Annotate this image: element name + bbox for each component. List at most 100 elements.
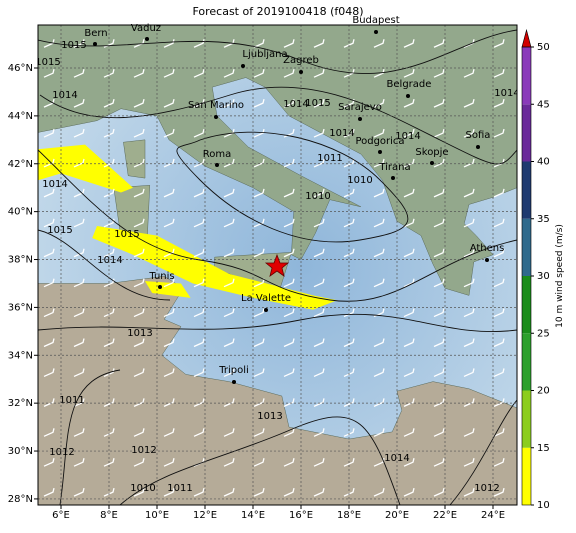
wind-barb [403, 128, 415, 138]
wind-barb [133, 338, 145, 348]
wind-barb [193, 218, 205, 228]
wind-barb [193, 69, 205, 78]
wind-barb [163, 368, 175, 378]
colorbar-segment [522, 333, 531, 391]
wind-barb [313, 98, 325, 108]
wind-barb [403, 248, 415, 258]
wind-barb [43, 428, 55, 437]
wind-barb [283, 338, 295, 348]
wind-barb [103, 98, 115, 108]
wind-barb [403, 188, 415, 198]
wind-barb [283, 487, 295, 497]
africa [38, 276, 517, 505]
wind-barb [433, 128, 445, 138]
wind-barb [43, 308, 55, 318]
city-label: Ljubljana [242, 49, 287, 60]
wind-barb [43, 398, 55, 407]
city-marker [241, 64, 245, 68]
wind-barb [463, 458, 475, 467]
wind-barb [43, 158, 55, 168]
isobar-label: 1010 [305, 191, 330, 202]
wind-barb [223, 338, 235, 348]
wind-barb [163, 98, 175, 108]
wind-barb [163, 248, 175, 258]
wind-barb [163, 218, 175, 228]
wind-barb [373, 458, 385, 467]
wind-barb [73, 158, 85, 168]
wind-barb [313, 338, 325, 348]
wind-barb [133, 368, 145, 378]
wind-barb [103, 398, 115, 407]
isobar [39, 86, 517, 165]
wind-barb [373, 128, 385, 138]
wind-barb [433, 69, 445, 78]
isobar-label: 1013 [257, 411, 282, 422]
wind-barb [133, 428, 145, 437]
x-tick-label: 10°E [145, 510, 169, 521]
wind-barb [283, 458, 295, 467]
wind-barb [133, 39, 145, 48]
wind-barb [463, 98, 475, 108]
wind-barb [463, 398, 475, 407]
wind-barb [283, 428, 295, 437]
isobar-label: 1013 [127, 328, 152, 339]
wind-barb [103, 158, 115, 168]
high-wind-area [145, 281, 191, 298]
wind-barb [133, 248, 145, 258]
wind-barb [403, 428, 415, 437]
wind-barb [103, 308, 115, 318]
wind-barb [103, 338, 115, 348]
wind-barb [433, 338, 445, 348]
y-tick-label: 44°N [8, 111, 33, 122]
city-label: Budapest [352, 15, 399, 26]
wind-barb [103, 128, 115, 138]
wind-barb [343, 398, 355, 407]
wind-barb [133, 69, 145, 78]
wind-barb [163, 487, 175, 497]
wind-barb [193, 487, 205, 497]
wind-barb [223, 398, 235, 407]
x-tick-label: 14°E [241, 510, 265, 521]
city-marker [93, 42, 97, 46]
wind-barb [463, 158, 475, 168]
wind-barb [433, 458, 445, 467]
wind-barb [253, 39, 265, 48]
wind-barb [133, 398, 145, 407]
wind-barb [163, 39, 175, 48]
wind-barb [343, 338, 355, 348]
land [38, 25, 517, 296]
colorbar-segment [522, 161, 531, 219]
city-marker [158, 285, 162, 289]
wind-barb [73, 338, 85, 348]
colorbar-tick-label: 25 [537, 328, 550, 339]
wind-barb [463, 248, 475, 258]
y-tick-label: 28°N [8, 494, 33, 505]
wind-barb [193, 368, 205, 378]
wind-barb [163, 128, 175, 138]
wind-barb [433, 278, 445, 288]
wind-barb [463, 128, 475, 138]
wind-barb [253, 158, 265, 168]
wind-barb [313, 398, 325, 407]
wind-barb [73, 428, 85, 437]
wind-barb [433, 398, 445, 407]
wind-barb [223, 487, 235, 497]
isobar-label: 1011 [317, 153, 342, 164]
wind-barb [133, 458, 145, 467]
isobar-label: 1014 [97, 255, 122, 266]
isobar-label: 1012 [474, 483, 499, 494]
wind-barb [193, 398, 205, 407]
wind-barb [253, 308, 265, 318]
wind-barb [133, 278, 145, 288]
wind-barb [43, 487, 55, 497]
y-tick-label: 36°N [8, 302, 33, 313]
wind-barb [493, 458, 505, 467]
x-tick-label: 16°E [289, 510, 313, 521]
wind-barb [493, 278, 505, 288]
wind-barb [343, 278, 355, 288]
wind-barb [343, 458, 355, 467]
wind-barb [283, 39, 295, 48]
wind-barb [463, 368, 475, 378]
x-tick-label: 12°E [193, 510, 217, 521]
